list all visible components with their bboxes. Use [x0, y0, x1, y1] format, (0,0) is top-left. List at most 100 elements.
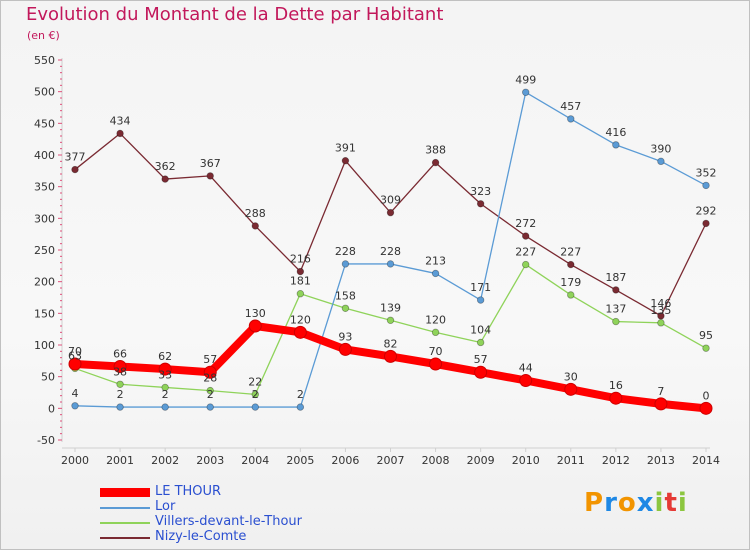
data-label: 30 — [564, 370, 578, 383]
data-label: 2 — [252, 388, 259, 401]
data-label: 228 — [335, 245, 356, 258]
data-label: 416 — [605, 126, 626, 139]
data-point — [341, 156, 350, 165]
data-label: 2 — [297, 388, 304, 401]
data-label: 434 — [110, 114, 131, 127]
data-label: 57 — [203, 353, 217, 366]
y-tick-label: 550 — [34, 54, 55, 67]
x-tick-label: 2008 — [422, 454, 450, 467]
data-label: 130 — [245, 307, 266, 320]
data-label: 288 — [245, 207, 266, 220]
legend-label-le-thour: LE THOUR — [155, 484, 222, 499]
data-label: 377 — [65, 151, 86, 164]
data-point — [338, 342, 352, 356]
data-label: 227 — [515, 246, 536, 259]
y-tick-label: 450 — [34, 117, 55, 130]
data-point — [431, 328, 440, 337]
data-label: 95 — [699, 329, 713, 342]
data-point — [567, 291, 575, 299]
y-tick-label: 200 — [34, 276, 55, 289]
data-label: 390 — [650, 142, 671, 155]
data-label: 137 — [605, 303, 626, 316]
x-tick-label: 2011 — [557, 454, 585, 467]
data-label: 2 — [162, 388, 169, 401]
y-tick-label: 250 — [34, 244, 55, 257]
logo-letter: P — [584, 488, 605, 518]
y-tick-label: -50 — [37, 434, 55, 447]
legend-swatch-nizy — [100, 537, 150, 539]
x-tick-label: 2010 — [512, 454, 540, 467]
data-label: 179 — [560, 276, 581, 289]
data-point — [431, 269, 440, 278]
data-point — [476, 338, 485, 347]
x-tick-label: 2013 — [647, 454, 675, 467]
x-tick-label: 2009 — [467, 454, 495, 467]
data-label: 146 — [650, 297, 671, 310]
data-point — [519, 373, 533, 387]
data-point — [476, 296, 485, 304]
data-point — [474, 365, 488, 379]
data-point — [702, 344, 710, 352]
data-label: 352 — [696, 166, 717, 179]
legend-label-lor: Lor — [155, 499, 176, 514]
data-label: 171 — [470, 281, 491, 294]
data-label: 93 — [338, 330, 352, 343]
data-label: 2 — [207, 388, 214, 401]
data-label: 457 — [560, 100, 581, 113]
y-tick-label: 350 — [34, 181, 55, 194]
data-label: 158 — [335, 289, 356, 302]
data-point — [71, 165, 79, 174]
data-point — [657, 312, 665, 320]
data-point — [206, 386, 214, 395]
data-label: 22 — [248, 375, 262, 388]
data-point — [702, 181, 710, 190]
chart-title: Evolution du Montant de la Dette par Hab… — [26, 4, 444, 25]
data-point — [612, 286, 620, 294]
data-label: 0 — [703, 389, 710, 402]
series-lines — [68, 88, 713, 415]
data-label: 38 — [113, 365, 127, 378]
data-point — [206, 403, 214, 411]
data-label: 135 — [650, 304, 671, 317]
data-label: 120 — [425, 313, 446, 326]
logo-letter: x — [636, 488, 655, 518]
data-point — [296, 290, 305, 298]
data-point — [206, 172, 214, 180]
data-point — [476, 200, 485, 208]
data-point — [116, 403, 124, 411]
data-label: 16 — [609, 379, 623, 392]
data-label: 187 — [605, 271, 626, 284]
data-point — [158, 362, 172, 376]
legend-label-villers: Villers-devant-le-Thour — [155, 514, 303, 529]
x-tick-label: 2003 — [196, 454, 224, 467]
data-label: 28 — [203, 372, 217, 385]
x-tick-label: 2002 — [151, 454, 179, 467]
data-label: 309 — [380, 194, 401, 207]
data-label: 44 — [519, 361, 533, 374]
logo-letter: r — [604, 488, 618, 518]
y-tick-label: 0 — [48, 402, 55, 415]
data-point — [384, 349, 397, 363]
data-point — [251, 403, 259, 411]
data-label: 292 — [696, 204, 717, 217]
axes: -500501001502002503003504004505005502000… — [34, 54, 720, 467]
data-label: 4 — [72, 387, 79, 400]
legend-label-nizy: Nizy-le-Comte — [155, 529, 247, 544]
data-point — [567, 115, 575, 123]
data-point — [522, 88, 530, 96]
y-tick-label: 500 — [34, 86, 55, 99]
data-point — [203, 365, 217, 379]
data-point — [161, 383, 169, 392]
data-label: 104 — [470, 323, 491, 336]
data-label: 362 — [155, 160, 176, 173]
data-label: 181 — [290, 275, 311, 288]
data-point — [699, 401, 713, 415]
data-point — [161, 403, 169, 411]
data-point — [612, 141, 620, 149]
data-point — [386, 260, 395, 268]
y-tick-label: 300 — [34, 212, 55, 225]
logo-letter: i — [654, 488, 665, 518]
logo-letter: i — [677, 488, 688, 518]
